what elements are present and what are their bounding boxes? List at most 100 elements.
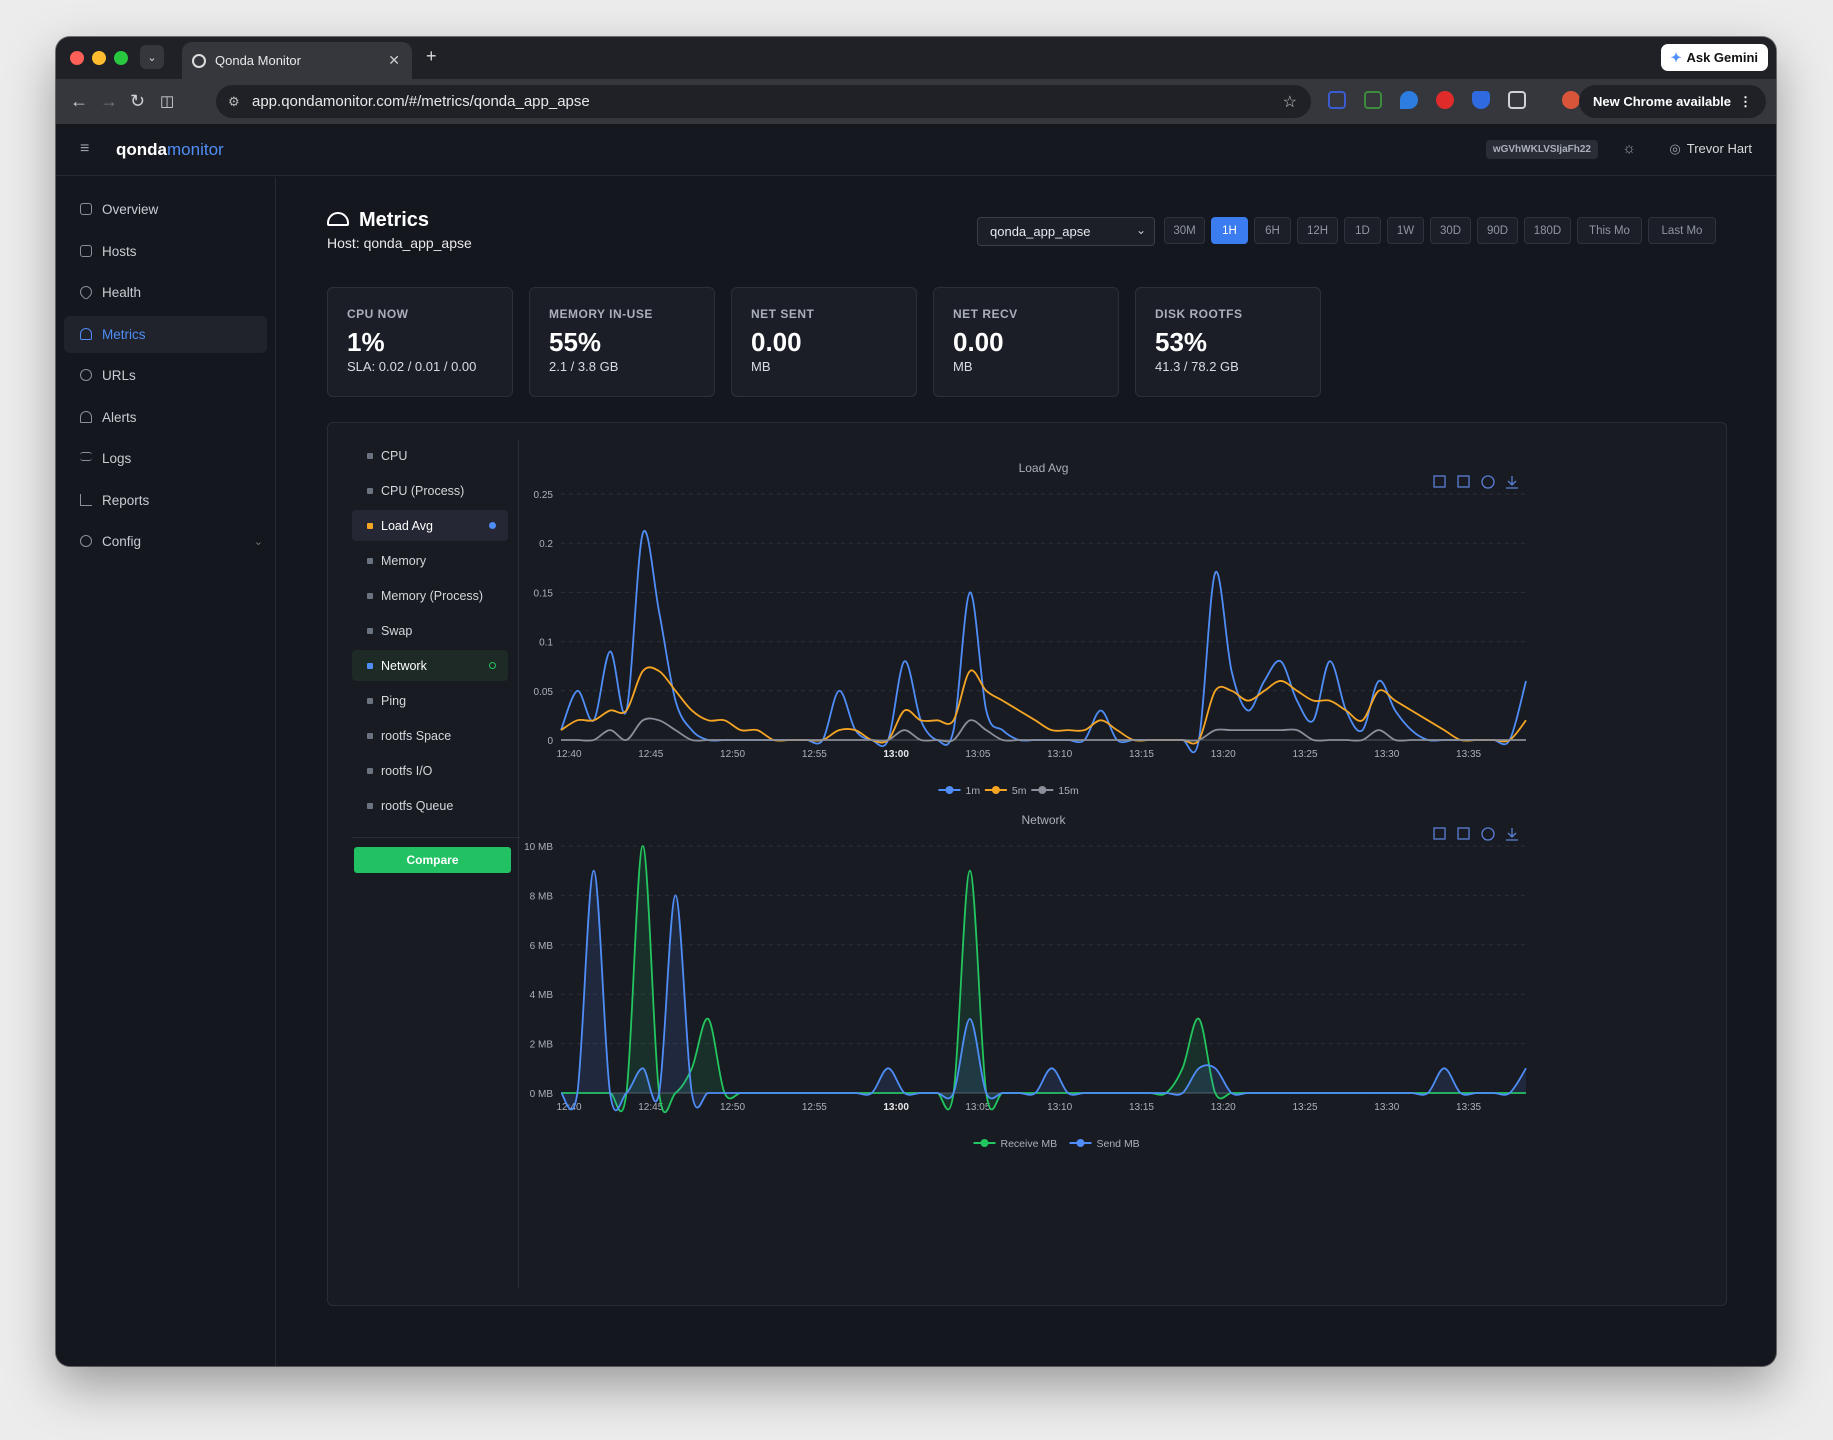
metric-item-rootfs-i-o[interactable]: rootfs I/O xyxy=(352,755,508,786)
card-sub: MB xyxy=(751,359,771,374)
extensions-puzzle-icon[interactable] xyxy=(1508,91,1526,109)
host-line: Host: qonda_app_apse xyxy=(327,235,472,251)
metric-item-label: Network xyxy=(381,658,427,673)
legend-swatch-dot xyxy=(1038,786,1047,794)
profile-avatar[interactable] xyxy=(1562,91,1580,109)
range-button-30d[interactable]: 30D xyxy=(1430,217,1471,244)
compare-button[interactable]: Compare xyxy=(354,847,511,873)
host-select[interactable]: qonda_app_apse ⌄ xyxy=(977,217,1155,246)
theme-toggle-sun-icon[interactable]: ☼ xyxy=(1622,140,1636,157)
gear-icon xyxy=(80,535,92,547)
extension-screen-icon[interactable] xyxy=(1364,91,1382,109)
main-content: Metrics Host: qonda_app_apse qonda_app_a… xyxy=(276,177,1776,1366)
user-menu[interactable]: ◎ Trevor Hart xyxy=(1669,141,1752,157)
range-button-90d[interactable]: 90D xyxy=(1477,217,1518,244)
range-button-12h[interactable]: 12H xyxy=(1297,217,1338,244)
extension-translate-icon[interactable] xyxy=(1328,91,1346,109)
card-value: 1% xyxy=(347,327,385,357)
range-button-1d[interactable]: 1D xyxy=(1344,217,1381,244)
metric-item-label: Load Avg xyxy=(381,518,433,533)
metric-item-cpu[interactable]: CPU xyxy=(352,440,508,471)
metric-item-rootfs-space[interactable]: rootfs Space xyxy=(352,720,508,751)
metric-item-label: Ping xyxy=(381,693,407,708)
metric-item-rootfs-queue[interactable]: rootfs Queue xyxy=(352,790,508,821)
extension-gem-icon[interactable] xyxy=(1400,91,1418,109)
series-area-receive-mb xyxy=(561,846,1526,1113)
legend-item: Receive MB xyxy=(973,1138,1058,1150)
tab-search-button[interactable]: ⌄ xyxy=(140,45,164,69)
sidebar-item-health[interactable]: Health xyxy=(64,274,267,311)
more-menu-icon[interactable]: ⋮ xyxy=(1739,93,1752,109)
y-tick-label: 0.05 xyxy=(534,687,554,698)
metric-item-ping[interactable]: Ping xyxy=(352,685,508,716)
download-icon-shape xyxy=(1506,828,1518,841)
app-logo[interactable]: qondamonitor xyxy=(116,140,224,160)
range-button-30m[interactable]: 30M xyxy=(1164,217,1205,244)
sidebar-item-reports[interactable]: Reports xyxy=(64,482,267,519)
y-tick-label: 0 MB xyxy=(530,1089,554,1100)
restore-icon xyxy=(1481,827,1495,841)
metric-item-load-avg[interactable]: Load Avg xyxy=(352,510,508,541)
sidebar-item-alerts[interactable]: Alerts xyxy=(64,399,267,436)
extension-red-icon[interactable] xyxy=(1436,91,1454,109)
legend-item: 15m xyxy=(1031,785,1079,797)
browser-window: ⌄ Qonda Monitor ✕ + ✦ Ask Gemini ← → ↻ ◫… xyxy=(56,37,1776,1366)
reload-icon[interactable]: ↻ xyxy=(130,91,146,111)
x-tick-label: 13:35 xyxy=(1456,749,1481,760)
x-tick-label: 13:15 xyxy=(1129,749,1154,760)
metric-item-label: Swap xyxy=(381,623,413,638)
sidebar-item-label: Logs xyxy=(102,451,132,466)
x-tick-label: 12:55 xyxy=(802,749,827,760)
metric-item-cpu-process[interactable]: CPU (Process) xyxy=(352,475,508,506)
card-sub: 41.3 / 78.2 GB xyxy=(1155,359,1239,374)
bookmark-star-icon[interactable]: ☆ xyxy=(1282,93,1297,111)
site-info-icon[interactable]: ⚙ xyxy=(228,93,240,109)
list-icon xyxy=(80,452,92,461)
range-button-1w[interactable]: 1W xyxy=(1387,217,1424,244)
extension-shield-icon[interactable] xyxy=(1472,91,1490,109)
range-button-6h[interactable]: 6H xyxy=(1254,217,1291,244)
zoom-window-button[interactable] xyxy=(114,51,128,65)
card-sub: 2.1 / 3.8 GB xyxy=(549,359,619,374)
minimize-window-button[interactable] xyxy=(92,51,106,65)
reader-mode-icon[interactable]: ◫ xyxy=(160,93,175,110)
ask-gemini-button[interactable]: ✦ Ask Gemini xyxy=(1660,44,1768,71)
sidebar-item-label: Alerts xyxy=(102,410,137,425)
browser-tab[interactable]: Qonda Monitor ✕ xyxy=(182,42,412,79)
range-button-last-month[interactable]: Last Mo xyxy=(1648,217,1716,244)
sidebar-item-hosts[interactable]: Hosts xyxy=(64,233,267,270)
address-bar[interactable]: ⚙ app.qondamonitor.com/#/metrics/qonda_a… xyxy=(216,85,1311,118)
new-tab-icon[interactable]: + xyxy=(426,46,437,66)
metric-item-network[interactable]: Network xyxy=(352,650,508,681)
download-icon xyxy=(1506,828,1518,841)
sidebar-item-overview[interactable]: Overview xyxy=(64,191,267,228)
close-tab-icon[interactable]: ✕ xyxy=(388,52,400,68)
sidebar-item-metrics[interactable]: Metrics xyxy=(64,316,267,353)
x-tick-label: 12:40 xyxy=(556,749,581,760)
metric-item-memory-process[interactable]: Memory (Process) xyxy=(352,580,508,611)
range-button-180d[interactable]: 180D xyxy=(1524,217,1571,244)
new-chrome-button[interactable]: New Chrome available ⋮ xyxy=(1579,85,1766,118)
sidebar-item-logs[interactable]: Logs xyxy=(64,440,267,477)
card-value: 0.00 xyxy=(751,327,802,357)
heart-icon xyxy=(77,283,95,301)
new-chrome-label: New Chrome available xyxy=(1593,94,1731,109)
legend-label: Receive MB xyxy=(1001,1138,1058,1150)
bell-icon xyxy=(80,411,92,423)
metric-swatch xyxy=(367,487,373,494)
sidebar-item-label: Config xyxy=(102,534,142,549)
range-button-this-month[interactable]: This Mo xyxy=(1577,217,1642,244)
range-button-1h[interactable]: 1H xyxy=(1211,217,1248,244)
sidebar-item-label: Health xyxy=(102,285,142,300)
hamburger-menu-icon[interactable]: ≡ xyxy=(80,140,90,157)
close-window-button[interactable] xyxy=(70,51,84,65)
forward-icon[interactable]: → xyxy=(100,91,118,111)
sidebar-item-urls[interactable]: URLs xyxy=(64,357,267,394)
x-tick-label: 13:20 xyxy=(1211,749,1236,760)
metric-item-memory[interactable]: Memory xyxy=(352,545,508,576)
metric-swatch xyxy=(367,802,373,809)
sidebar-item-config[interactable]: Config ⌄ xyxy=(64,523,267,560)
legend-item: 5m xyxy=(984,785,1027,797)
metric-item-swap[interactable]: Swap xyxy=(352,615,508,646)
back-icon[interactable]: ← xyxy=(70,91,88,111)
